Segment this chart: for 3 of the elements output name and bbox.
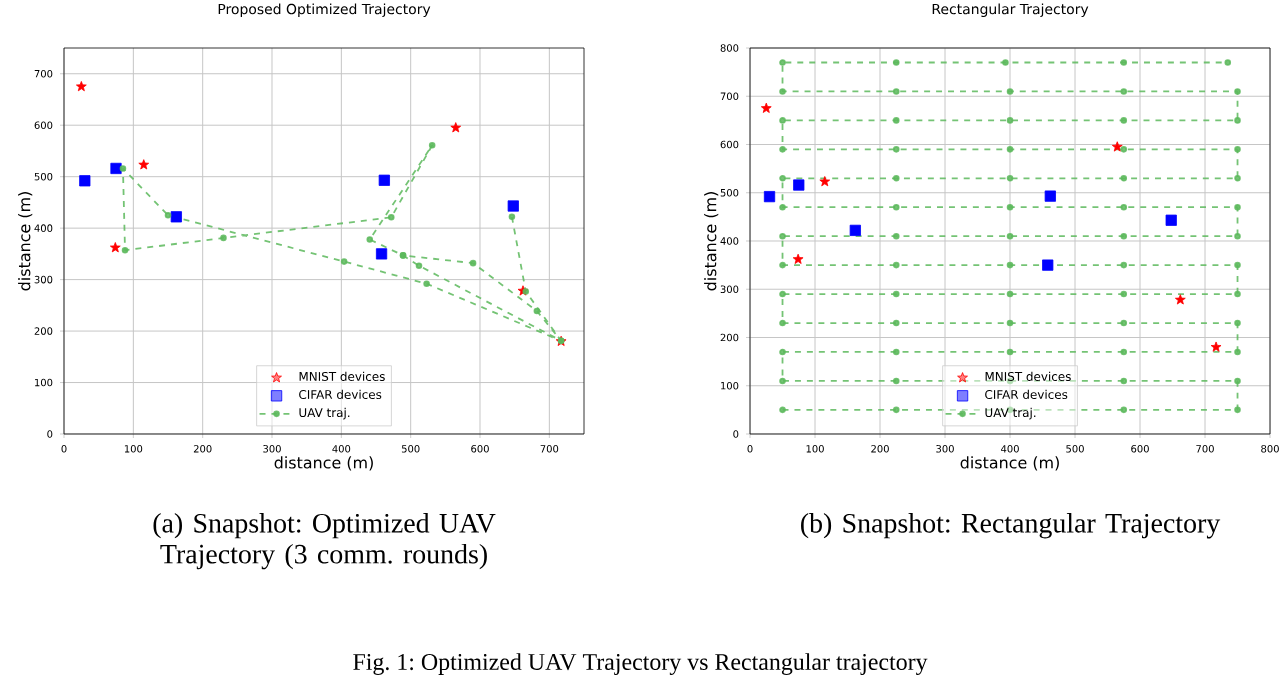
text: (b) Snapshot: Rectangular Trajectory xyxy=(801,513,1221,539)
caption: Fig. 1: Optimized UAV Trajectory vs Rectangular trajectory xyxy=(353,653,928,675)
text: (a) Snapshot: Optimized UAV Trajectory (3 comm. rounds) xyxy=(153,513,496,570)
